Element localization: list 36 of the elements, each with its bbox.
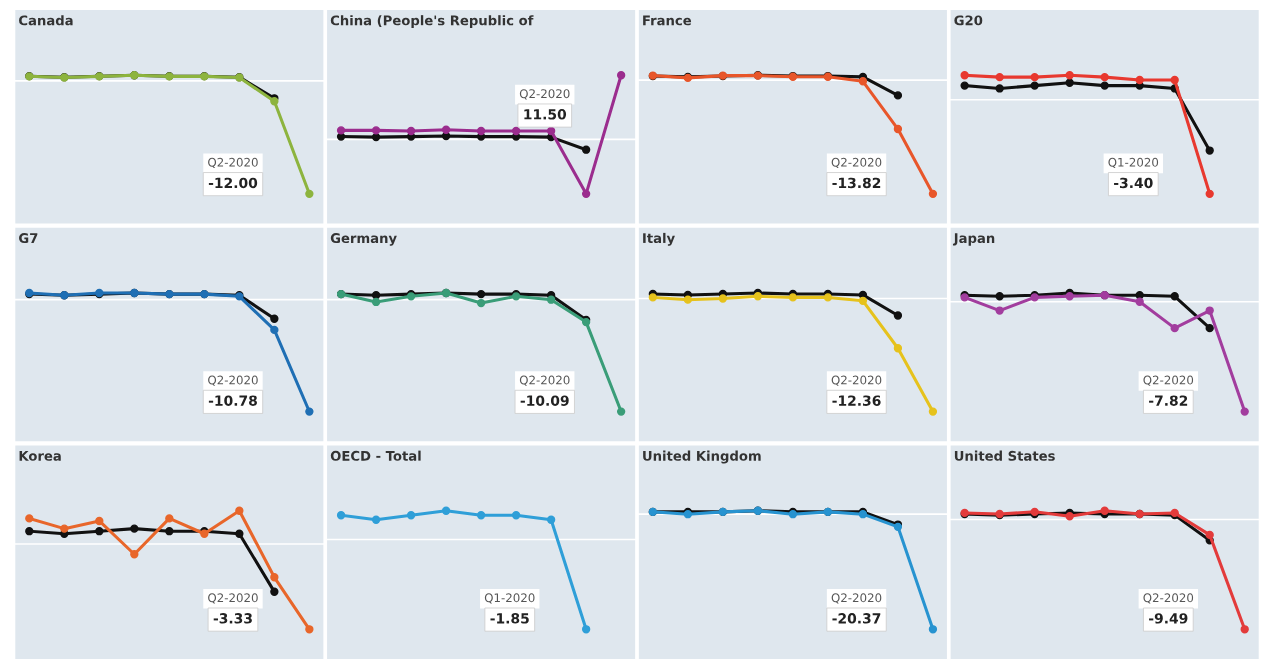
annotation: -20.37 — [832, 613, 881, 624]
annotation: Q1-2020 — [484, 593, 535, 604]
chart-title: Korea — [19, 451, 61, 461]
chart-title: France — [643, 15, 692, 26]
annotation: Q2-2020 — [1143, 375, 1194, 386]
annotation: -10.78 — [208, 395, 257, 406]
annotation: -12.36 — [832, 395, 881, 406]
annotation: Q2-2020 — [208, 593, 258, 604]
annotation: -1.85 — [490, 613, 529, 624]
annotation: -13.82 — [832, 177, 881, 189]
chart-title: Canada — [19, 15, 73, 26]
annotation: Q2-2020 — [831, 593, 882, 604]
annotation: Q1-2020 — [1108, 157, 1159, 169]
annotation: 11.50 — [524, 109, 567, 120]
chart-title: Italy — [643, 232, 675, 246]
annotation: -10.09 — [520, 395, 569, 406]
annotation: -3.33 — [213, 613, 252, 624]
chart-title: Germany — [330, 233, 397, 246]
chart-title: United States — [954, 450, 1055, 461]
annotation: -12.00 — [208, 177, 258, 189]
annotation: Q2-2020 — [831, 157, 882, 169]
annotation: Q2-2020 — [831, 375, 882, 386]
chart-title: Japan — [952, 233, 995, 246]
annotation: Q2-2020 — [1143, 593, 1194, 604]
chart-title: G7 — [19, 233, 38, 244]
chart-title: G20 — [954, 15, 983, 26]
annotation: -9.49 — [1149, 613, 1188, 624]
annotation: -3.40 — [1114, 177, 1153, 189]
chart-title: China (People's Republic of — [330, 15, 534, 28]
annotation: Q2-2020 — [519, 375, 570, 386]
chart-title: United Kingdom — [643, 450, 761, 464]
annotation: Q2-2020 — [519, 89, 570, 100]
annotation: Q2-2020 — [208, 157, 258, 169]
chart-title: OECD - Total — [330, 450, 421, 461]
annotation: -7.82 — [1149, 395, 1188, 406]
annotation: Q2-2020 — [208, 375, 258, 386]
